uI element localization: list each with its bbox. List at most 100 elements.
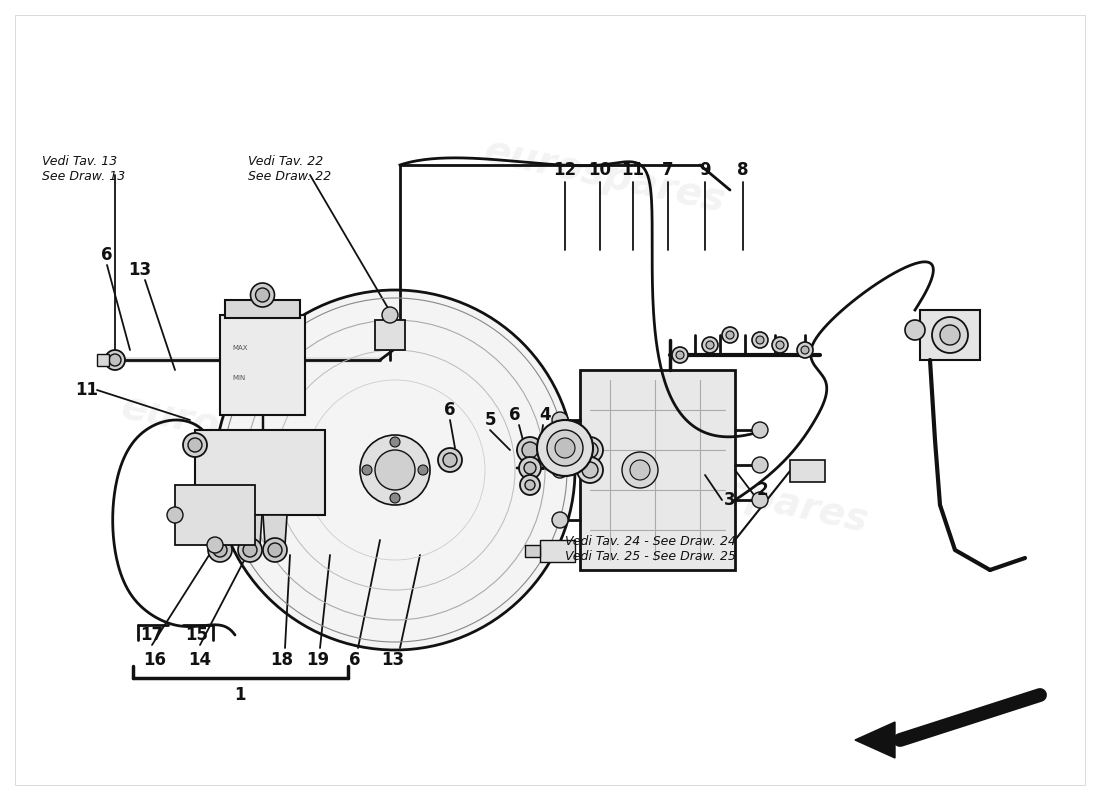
Circle shape [183, 433, 207, 457]
Text: 1: 1 [234, 686, 245, 704]
Circle shape [214, 290, 575, 650]
Polygon shape [855, 722, 895, 758]
Circle shape [582, 442, 598, 458]
Bar [540, 540, 575, 562]
Circle shape [390, 493, 400, 503]
Circle shape [390, 437, 400, 447]
Polygon shape [195, 430, 324, 515]
Circle shape [756, 336, 764, 344]
Text: 12: 12 [553, 161, 576, 179]
Circle shape [752, 422, 768, 438]
Polygon shape [920, 310, 980, 360]
Text: 2: 2 [756, 481, 768, 499]
Polygon shape [226, 300, 300, 318]
Text: 6: 6 [444, 401, 455, 419]
Text: Vedi Tav. 13
See Draw. 13: Vedi Tav. 13 See Draw. 13 [42, 155, 125, 183]
Circle shape [213, 543, 227, 557]
Circle shape [702, 337, 718, 353]
Circle shape [772, 337, 788, 353]
Circle shape [726, 331, 734, 339]
Circle shape [207, 537, 223, 553]
Text: 13: 13 [382, 651, 405, 669]
Text: 17: 17 [141, 626, 164, 644]
Circle shape [238, 538, 262, 562]
Polygon shape [175, 485, 255, 545]
Circle shape [520, 475, 540, 495]
Circle shape [525, 480, 535, 490]
Circle shape [104, 350, 125, 370]
Text: 5: 5 [484, 411, 496, 429]
Circle shape [672, 347, 688, 363]
Text: 19: 19 [307, 651, 330, 669]
Polygon shape [238, 515, 262, 545]
Circle shape [375, 450, 415, 490]
Bar [790, 460, 825, 482]
Circle shape [582, 462, 598, 478]
Circle shape [630, 460, 650, 480]
Circle shape [801, 346, 808, 354]
Circle shape [208, 538, 232, 562]
Circle shape [552, 412, 568, 428]
Circle shape [547, 430, 583, 466]
Circle shape [556, 438, 575, 458]
Circle shape [188, 438, 202, 452]
Circle shape [752, 332, 768, 348]
Circle shape [578, 437, 603, 463]
Circle shape [537, 420, 593, 476]
Text: 8: 8 [737, 161, 749, 179]
Circle shape [251, 283, 275, 307]
Circle shape [905, 320, 925, 340]
Text: 11: 11 [621, 161, 645, 179]
Text: 3: 3 [724, 491, 736, 509]
Circle shape [578, 457, 603, 483]
Text: eurospares: eurospares [481, 132, 729, 220]
Polygon shape [263, 515, 287, 545]
Text: eurospares: eurospares [624, 452, 872, 540]
Text: 13: 13 [129, 261, 152, 279]
Text: MIN: MIN [232, 375, 245, 381]
Circle shape [706, 341, 714, 349]
Circle shape [109, 354, 121, 366]
Circle shape [932, 317, 968, 353]
Circle shape [940, 325, 960, 345]
Circle shape [268, 543, 282, 557]
Text: Vedi Tav. 22
See Draw. 22: Vedi Tav. 22 See Draw. 22 [248, 155, 331, 183]
Circle shape [362, 465, 372, 475]
Circle shape [522, 442, 538, 458]
Circle shape [676, 351, 684, 359]
Text: eurospares: eurospares [118, 388, 366, 476]
Circle shape [621, 452, 658, 488]
Text: MAX: MAX [232, 345, 248, 351]
Circle shape [524, 462, 536, 474]
Circle shape [360, 435, 430, 505]
Text: 6: 6 [509, 406, 520, 424]
Bar [375, 320, 405, 350]
Circle shape [752, 492, 768, 508]
Circle shape [443, 453, 456, 467]
Polygon shape [580, 370, 735, 570]
Text: 11: 11 [76, 381, 99, 399]
Circle shape [167, 507, 183, 523]
Circle shape [243, 543, 257, 557]
Bar [525, 545, 540, 557]
Bar [97, 354, 109, 366]
Text: 6: 6 [350, 651, 361, 669]
Text: 10: 10 [588, 161, 612, 179]
Text: 6: 6 [101, 246, 112, 264]
Text: 14: 14 [188, 651, 211, 669]
Circle shape [552, 512, 568, 528]
Circle shape [382, 307, 398, 323]
Circle shape [519, 457, 541, 479]
Text: 7: 7 [662, 161, 674, 179]
Text: 4: 4 [539, 406, 551, 424]
Circle shape [552, 462, 568, 478]
Circle shape [752, 457, 768, 473]
Circle shape [722, 327, 738, 343]
Circle shape [798, 342, 813, 358]
Circle shape [263, 538, 287, 562]
Polygon shape [220, 315, 305, 415]
Circle shape [517, 437, 543, 463]
Text: 18: 18 [271, 651, 294, 669]
Text: 16: 16 [143, 651, 166, 669]
Circle shape [438, 448, 462, 472]
